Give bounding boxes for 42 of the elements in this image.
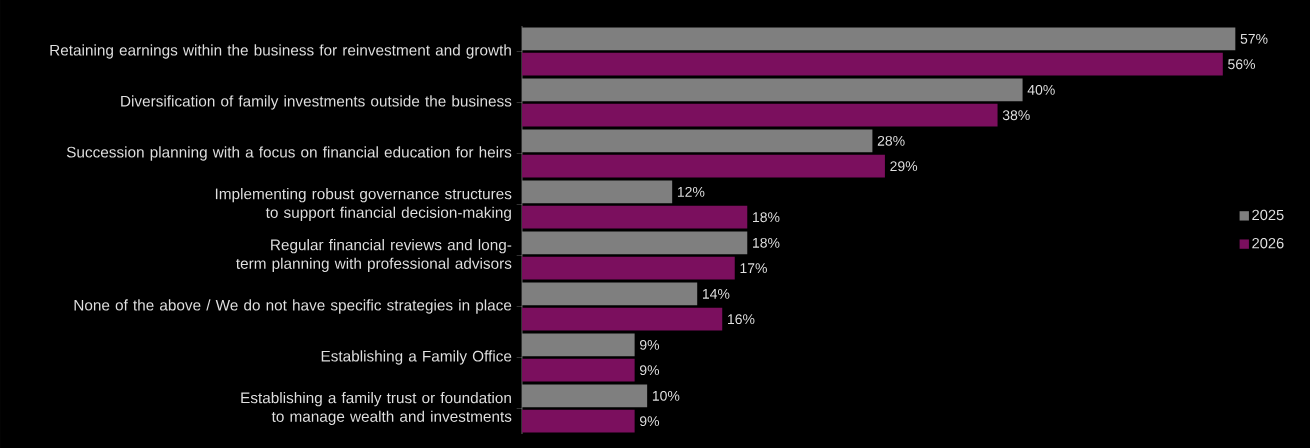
data-label: 9%: [639, 365, 660, 376]
data-label: 9%: [639, 339, 660, 350]
bar: [522, 52, 1223, 76]
data-label: 56%: [1228, 59, 1256, 70]
bar: [522, 307, 723, 331]
data-label: 16%: [728, 314, 755, 325]
data-label: 57%: [1240, 33, 1268, 44]
bar: [522, 256, 735, 280]
bar: [522, 103, 998, 127]
legend-label: 2025: [1252, 209, 1284, 221]
y-tick-label: Diversification of family investments outside the business: [121, 95, 512, 110]
bar: [522, 27, 1236, 51]
bar: [522, 129, 873, 153]
data-label: 40%: [1027, 84, 1055, 95]
bar: [522, 333, 635, 357]
bar: [522, 358, 635, 382]
y-tick-label: Retaining earnings within the business for reinvestment and growth: [50, 44, 511, 59]
bar: [522, 154, 885, 178]
y-tick-label: Implementing robust governance structures to support financial decision-making: [215, 188, 512, 221]
y-tick-label: None of the above / We do not have specific strategies in place: [74, 299, 512, 314]
bar: [522, 231, 748, 255]
bar: [522, 384, 648, 408]
data-label: 12%: [677, 186, 705, 197]
bar: [522, 282, 698, 306]
y-tick-label: Establishing a family trust or foundation to manage wealth and investments: [241, 392, 512, 425]
legend-label: 2026: [1252, 238, 1284, 249]
data-label: 28%: [877, 135, 905, 146]
data-label: 14%: [702, 288, 730, 299]
data-label: 38%: [1002, 110, 1030, 121]
bar: [522, 78, 1023, 102]
data-label: 18%: [753, 237, 780, 248]
y-tick-label: Regular financial reviews and long-term planning with professional advisors: [236, 239, 512, 272]
data-label: 17%: [740, 263, 767, 274]
data-label: 18%: [753, 212, 780, 223]
y-tick-label: Succession planning with a focus on financial education for heirs: [66, 146, 512, 161]
bar: [522, 205, 748, 229]
data-label: 29%: [890, 161, 918, 172]
y-tick-label: Establishing a Family Office: [321, 350, 512, 365]
data-label: 9%: [639, 416, 660, 427]
bar: [522, 180, 673, 204]
data-label: 10%: [652, 390, 680, 401]
bar: [522, 409, 635, 433]
